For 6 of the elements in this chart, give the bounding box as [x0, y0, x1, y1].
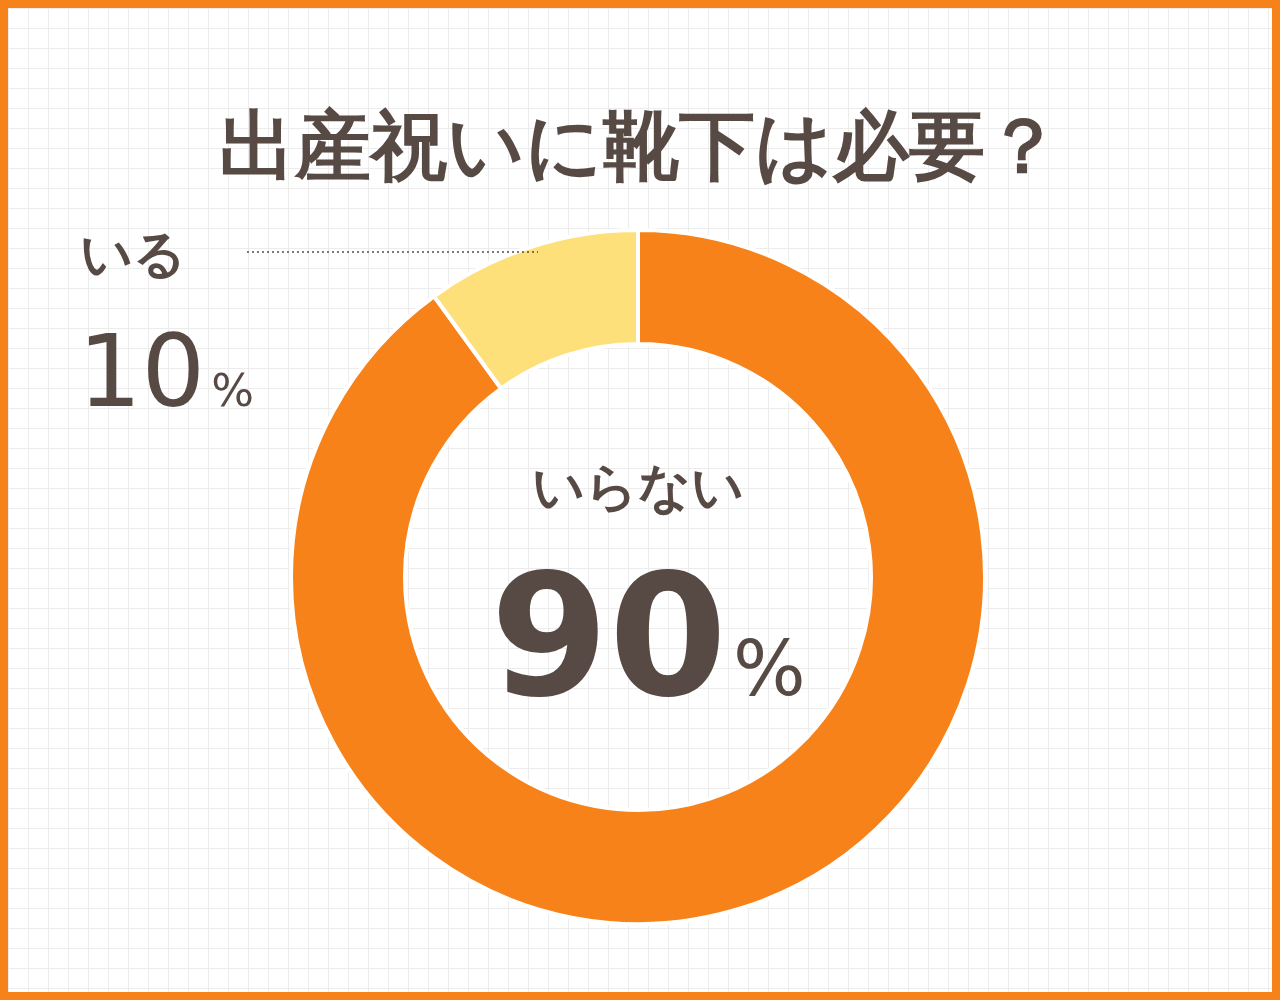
slice-label: いる [80, 224, 186, 284]
data-label: 90% [490, 537, 806, 735]
slice-label: いらない [532, 457, 744, 517]
donut-slice [289, 228, 987, 926]
data-label: 10% [78, 313, 255, 430]
chart-title: 出産祝いに靴下は必要？ [219, 101, 1061, 190]
